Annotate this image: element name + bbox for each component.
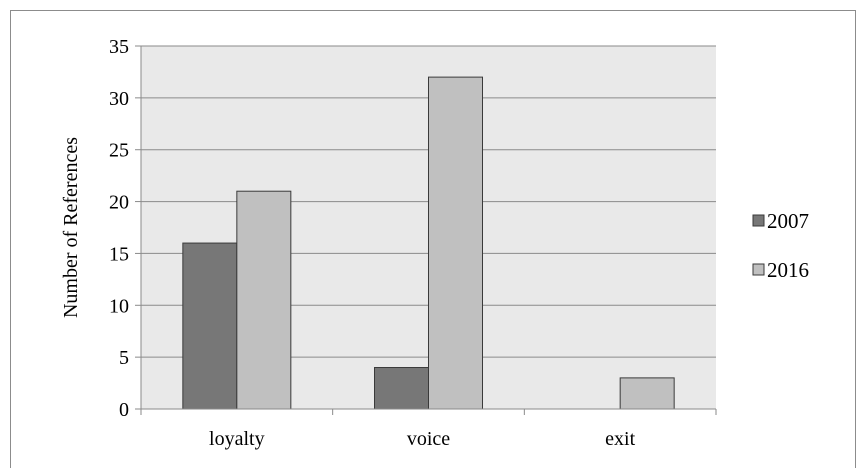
y-tick-label-30: 30	[109, 88, 129, 110]
axes	[135, 45, 717, 415]
bar-voice-2016	[428, 76, 483, 410]
bar-exit-2016	[619, 377, 675, 410]
bar-loyalty-2007	[182, 242, 238, 410]
y-tick-label-5: 5	[119, 347, 129, 369]
legend-label-2016: 2016	[767, 258, 809, 282]
x-tick-label-loyalty: loyalty	[209, 428, 265, 450]
y-tick-label-0: 0	[119, 399, 129, 421]
legend: 2007 2016	[752, 209, 809, 282]
y-tick-labels: 0 5 10 15 20 25 30 35	[109, 36, 129, 421]
bars	[182, 76, 675, 410]
y-tick-label-10: 10	[109, 295, 129, 317]
y-axis-title: Number of References	[60, 137, 82, 318]
y-tick-label-35: 35	[109, 36, 129, 58]
x-tick-label-exit: exit	[605, 428, 635, 450]
x-tick-labels: loyalty voice exit	[209, 428, 636, 450]
legend-swatch-2016	[752, 263, 765, 276]
legend-label-2007: 2007	[767, 209, 809, 233]
y-tick-label-25: 25	[109, 140, 129, 162]
x-tick-label-voice: voice	[407, 428, 450, 450]
bar-voice-2007	[374, 367, 429, 410]
y-tick-label-20: 20	[109, 192, 129, 214]
bar-loyalty-2016	[236, 190, 292, 410]
legend-swatch-2007	[752, 214, 765, 227]
y-tick-label-15: 15	[109, 243, 129, 265]
